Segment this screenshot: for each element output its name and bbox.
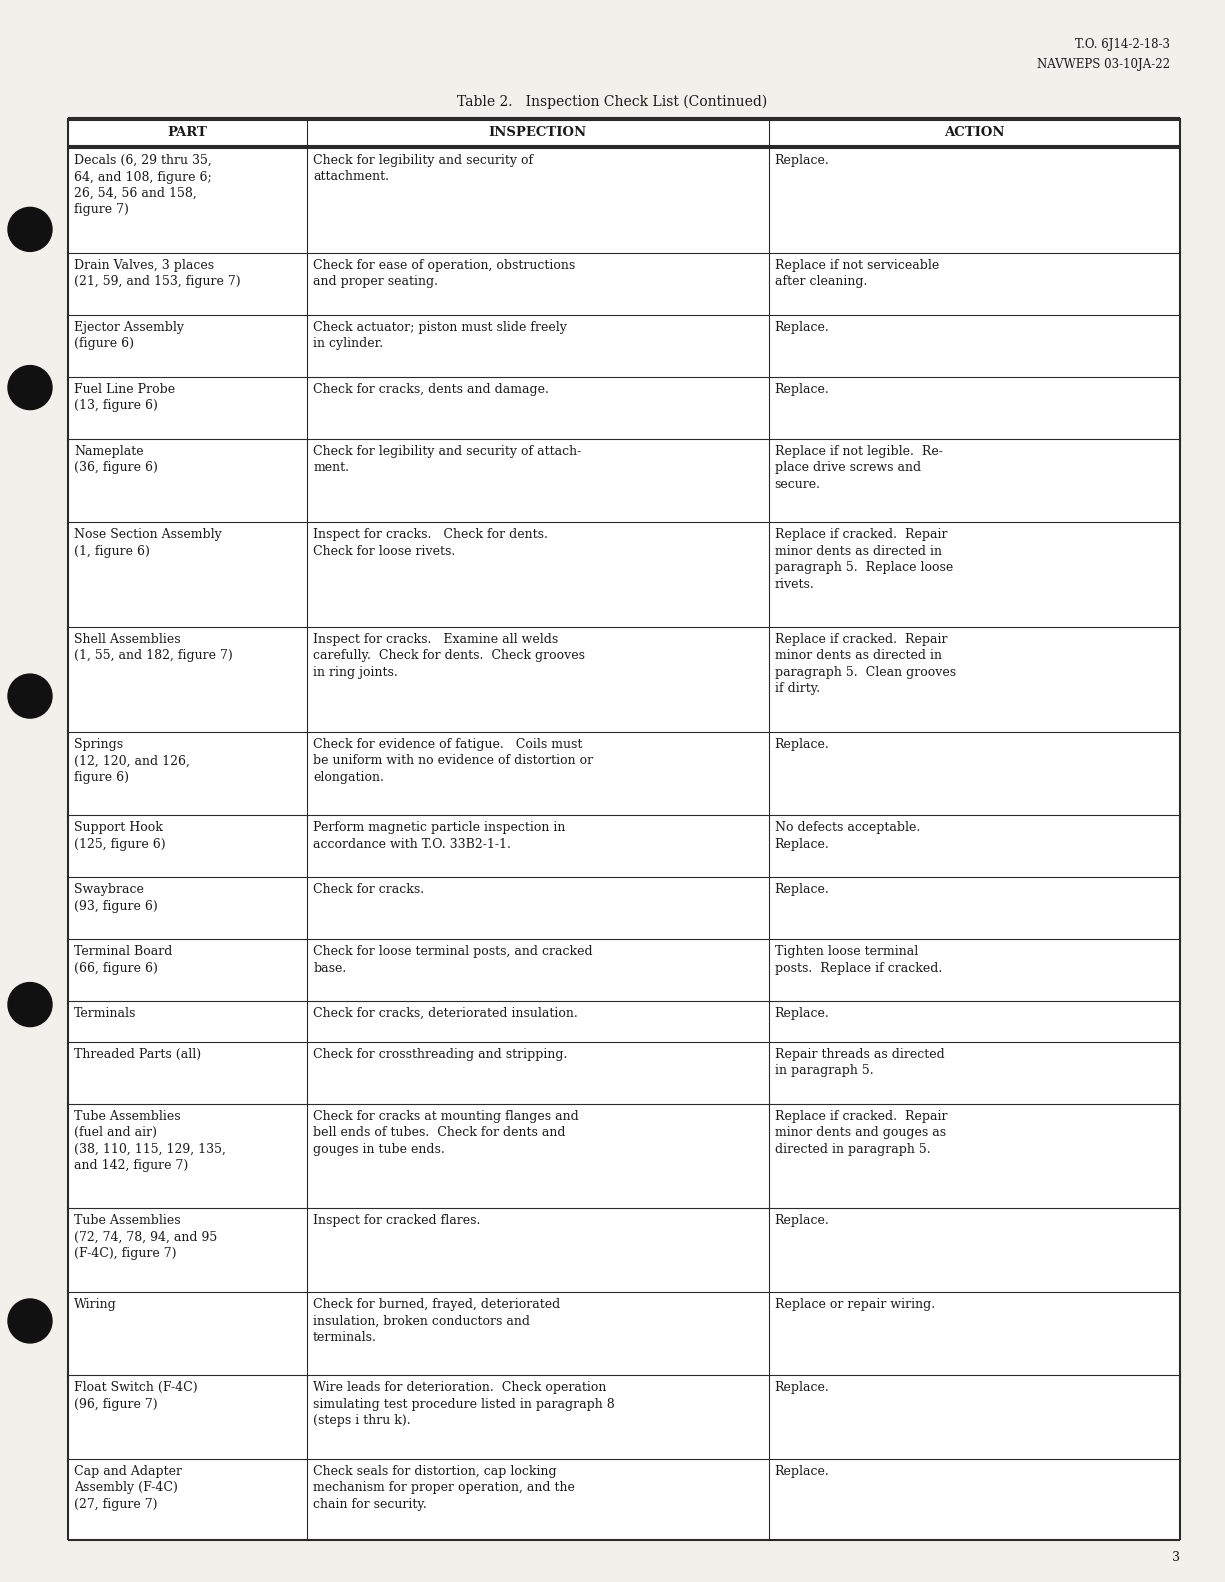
Circle shape xyxy=(9,982,51,1027)
Text: Replace if not serviceable
after cleaning.: Replace if not serviceable after cleanin… xyxy=(774,259,938,288)
Text: Fuel Line Probe
(13, figure 6): Fuel Line Probe (13, figure 6) xyxy=(74,383,175,413)
Text: Check for burned, frayed, deteriorated
insulation, broken conductors and
termina: Check for burned, frayed, deteriorated i… xyxy=(314,1297,560,1343)
Circle shape xyxy=(9,674,51,718)
Text: Decals (6, 29 thru 35,
64, and 108, figure 6;
26, 54, 56 and 158,
figure 7): Decals (6, 29 thru 35, 64, and 108, figu… xyxy=(74,153,212,217)
Circle shape xyxy=(9,207,51,252)
Text: Swaybrace
(93, figure 6): Swaybrace (93, figure 6) xyxy=(74,883,158,913)
Text: Shell Assemblies
(1, 55, and 182, figure 7): Shell Assemblies (1, 55, and 182, figure… xyxy=(74,633,233,663)
Text: Terminal Board
(66, figure 6): Terminal Board (66, figure 6) xyxy=(74,944,173,975)
Text: INSPECTION: INSPECTION xyxy=(489,125,587,139)
Text: Nameplate
(36, figure 6): Nameplate (36, figure 6) xyxy=(74,445,158,475)
Text: Check for cracks at mounting flanges and
bell ends of tubes.  Check for dents an: Check for cracks at mounting flanges and… xyxy=(314,1109,579,1155)
Text: Replace.: Replace. xyxy=(774,883,829,895)
Text: Wiring: Wiring xyxy=(74,1297,116,1311)
Text: Inspect for cracks.   Check for dents.
Check for loose rivets.: Inspect for cracks. Check for dents. Che… xyxy=(314,528,548,557)
Text: Replace if cracked.  Repair
minor dents and gouges as
directed in paragraph 5.: Replace if cracked. Repair minor dents a… xyxy=(774,1109,947,1155)
Circle shape xyxy=(9,365,51,410)
Text: Replace if cracked.  Repair
minor dents as directed in
paragraph 5.  Clean groov: Replace if cracked. Repair minor dents a… xyxy=(774,633,956,696)
Text: Perform magnetic particle inspection in
accordance with T.O. 33B2-1-1.: Perform magnetic particle inspection in … xyxy=(314,821,566,851)
Text: Replace if cracked.  Repair
minor dents as directed in
paragraph 5.  Replace loo: Replace if cracked. Repair minor dents a… xyxy=(774,528,953,590)
Text: Replace.: Replace. xyxy=(774,383,829,396)
Text: Tube Assemblies
(72, 74, 78, 94, and 95
(F-4C), figure 7): Tube Assemblies (72, 74, 78, 94, and 95 … xyxy=(74,1215,217,1261)
Text: Check for cracks, deteriorated insulation.: Check for cracks, deteriorated insulatio… xyxy=(314,1008,578,1020)
Text: Terminals: Terminals xyxy=(74,1008,136,1020)
Text: Inspect for cracks.   Examine all welds
carefully.  Check for dents.  Check groo: Inspect for cracks. Examine all welds ca… xyxy=(314,633,586,679)
Text: NAVWEPS 03-10JA-22: NAVWEPS 03-10JA-22 xyxy=(1038,59,1170,71)
Circle shape xyxy=(9,1299,51,1343)
Text: Springs
(12, 120, and 126,
figure 6): Springs (12, 120, and 126, figure 6) xyxy=(74,737,190,783)
Text: Check for legibility and security of attach-
ment.: Check for legibility and security of att… xyxy=(314,445,582,475)
Bar xyxy=(69,119,1180,1539)
Text: Replace.: Replace. xyxy=(774,321,829,334)
Text: Check for ease of operation, obstructions
and proper seating.: Check for ease of operation, obstruction… xyxy=(314,259,576,288)
Text: Replace or repair wiring.: Replace or repair wiring. xyxy=(774,1297,935,1311)
Text: Nose Section Assembly
(1, figure 6): Nose Section Assembly (1, figure 6) xyxy=(74,528,222,557)
Text: T.O. 6J14-2-18-3: T.O. 6J14-2-18-3 xyxy=(1076,38,1170,51)
Text: Tighten loose terminal
posts.  Replace if cracked.: Tighten loose terminal posts. Replace if… xyxy=(774,944,942,975)
Text: Table 2.   Inspection Check List (Continued): Table 2. Inspection Check List (Continue… xyxy=(457,95,768,109)
Text: Replace.: Replace. xyxy=(774,153,829,168)
Text: 3: 3 xyxy=(1172,1550,1180,1565)
Text: Replace.: Replace. xyxy=(774,1008,829,1020)
Text: Threaded Parts (all): Threaded Parts (all) xyxy=(74,1047,201,1060)
Text: Ejector Assembly
(figure 6): Ejector Assembly (figure 6) xyxy=(74,321,184,350)
Text: Repair threads as directed
in paragraph 5.: Repair threads as directed in paragraph … xyxy=(774,1047,944,1077)
Text: Check for loose terminal posts, and cracked
base.: Check for loose terminal posts, and crac… xyxy=(314,944,593,975)
Text: Check actuator; piston must slide freely
in cylinder.: Check actuator; piston must slide freely… xyxy=(314,321,567,350)
Text: No defects acceptable.
Replace.: No defects acceptable. Replace. xyxy=(774,821,920,851)
Text: Check for cracks, dents and damage.: Check for cracks, dents and damage. xyxy=(314,383,549,396)
Text: Replace.: Replace. xyxy=(774,1465,829,1478)
Text: PART: PART xyxy=(168,125,207,139)
Text: Float Switch (F-4C)
(96, figure 7): Float Switch (F-4C) (96, figure 7) xyxy=(74,1381,197,1411)
Text: Support Hook
(125, figure 6): Support Hook (125, figure 6) xyxy=(74,821,165,851)
Text: Replace if not legible.  Re-
place drive screws and
secure.: Replace if not legible. Re- place drive … xyxy=(774,445,942,490)
Text: Replace.: Replace. xyxy=(774,1215,829,1228)
Text: Check for cracks.: Check for cracks. xyxy=(314,883,424,895)
Text: ACTION: ACTION xyxy=(944,125,1004,139)
Text: Drain Valves, 3 places
(21, 59, and 153, figure 7): Drain Valves, 3 places (21, 59, and 153,… xyxy=(74,259,240,288)
Text: Check for evidence of fatigue.   Coils must
be uniform with no evidence of disto: Check for evidence of fatigue. Coils mus… xyxy=(314,737,593,783)
Text: Wire leads for deterioration.  Check operation
simulating test procedure listed : Wire leads for deterioration. Check oper… xyxy=(314,1381,615,1427)
Text: Check for legibility and security of
attachment.: Check for legibility and security of att… xyxy=(314,153,533,184)
Text: Inspect for cracked flares.: Inspect for cracked flares. xyxy=(314,1215,480,1228)
Text: Tube Assemblies
(fuel and air)
(38, 110, 115, 129, 135,
and 142, figure 7): Tube Assemblies (fuel and air) (38, 110,… xyxy=(74,1109,225,1172)
Text: Check for crossthreading and stripping.: Check for crossthreading and stripping. xyxy=(314,1047,567,1060)
Text: Replace.: Replace. xyxy=(774,1381,829,1394)
Text: Cap and Adapter
Assembly (F-4C)
(27, figure 7): Cap and Adapter Assembly (F-4C) (27, fig… xyxy=(74,1465,183,1511)
Text: Check seals for distortion, cap locking
mechanism for proper operation, and the
: Check seals for distortion, cap locking … xyxy=(314,1465,575,1511)
Text: Replace.: Replace. xyxy=(774,737,829,751)
